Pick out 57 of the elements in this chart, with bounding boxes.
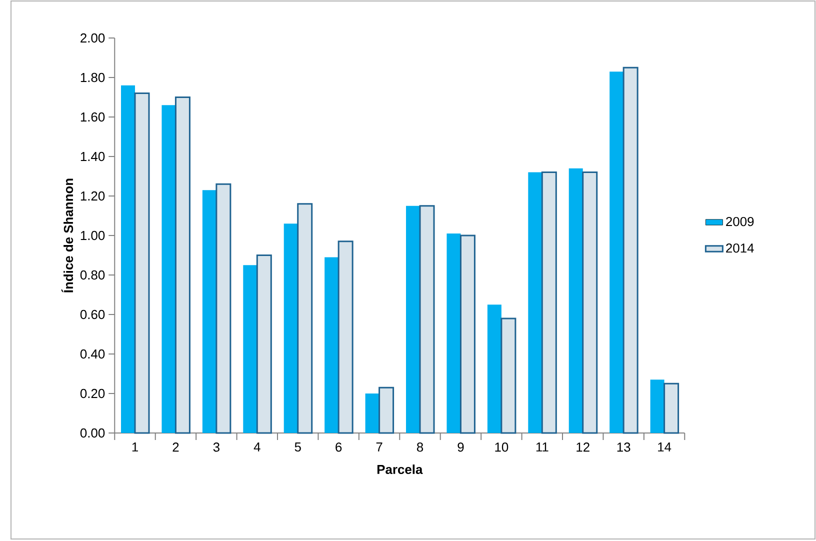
bar — [202, 190, 216, 433]
bar — [162, 105, 176, 433]
bar — [174, 96, 190, 434]
bar — [487, 304, 502, 433]
bar — [121, 85, 135, 433]
x-tick-label: 1 — [132, 442, 138, 452]
x-tick-label: 14 — [658, 442, 672, 452]
y-tick-label: 0.20 — [80, 388, 105, 398]
bar — [256, 254, 272, 434]
bar — [664, 382, 680, 434]
y-tick-label: 0.60 — [80, 310, 105, 320]
bar — [622, 66, 638, 434]
y-tick-label: 1.80 — [80, 72, 105, 82]
bar — [324, 257, 339, 433]
x-tick-label: 11 — [536, 442, 548, 452]
bar — [582, 172, 598, 434]
bar — [500, 318, 516, 434]
bar — [243, 265, 258, 433]
legend-label: 2009 — [726, 216, 754, 226]
y-tick-label: 1.20 — [80, 191, 105, 201]
y-tick-label: 1.00 — [80, 230, 105, 240]
y-tick-label: 1.60 — [80, 112, 105, 122]
x-axis-title: Parcela — [377, 464, 423, 474]
x-tick-label: 2 — [172, 442, 179, 452]
x-tick-label: 12 — [576, 442, 590, 452]
y-tick-label: 0.00 — [80, 428, 105, 438]
bar — [134, 92, 150, 434]
y-axis-title: Índice de Shannon — [61, 178, 74, 292]
x-tick-label: 9 — [458, 442, 464, 452]
bar — [610, 72, 624, 433]
y-tick-label: 0.80 — [80, 270, 105, 280]
x-tick-label: 5 — [294, 442, 301, 452]
x-tick-label: 7 — [376, 442, 382, 452]
x-tick-label: 13 — [617, 442, 630, 452]
bar — [650, 380, 664, 433]
bar — [216, 183, 232, 434]
bar — [568, 168, 583, 433]
bar — [446, 234, 461, 433]
bar — [460, 234, 476, 434]
x-tick-label: 8 — [416, 442, 424, 452]
y-tick-label: 0.40 — [80, 349, 105, 359]
y-tick-label: 2.00 — [80, 33, 105, 43]
x-tick-label: 4 — [254, 442, 260, 452]
y-tick-label: 1.40 — [80, 152, 105, 162]
bar — [528, 172, 542, 433]
legend-label: 2014 — [726, 243, 754, 253]
x-tick-label: 3 — [213, 442, 220, 452]
bar — [297, 203, 313, 434]
bar — [378, 386, 394, 434]
bar — [284, 224, 298, 433]
bar — [406, 206, 420, 433]
bar — [338, 240, 354, 434]
x-tick-label: 6 — [336, 442, 342, 452]
bar — [541, 172, 557, 434]
bar — [365, 394, 380, 433]
x-tick-label: 10 — [495, 442, 508, 452]
bar — [419, 205, 435, 434]
